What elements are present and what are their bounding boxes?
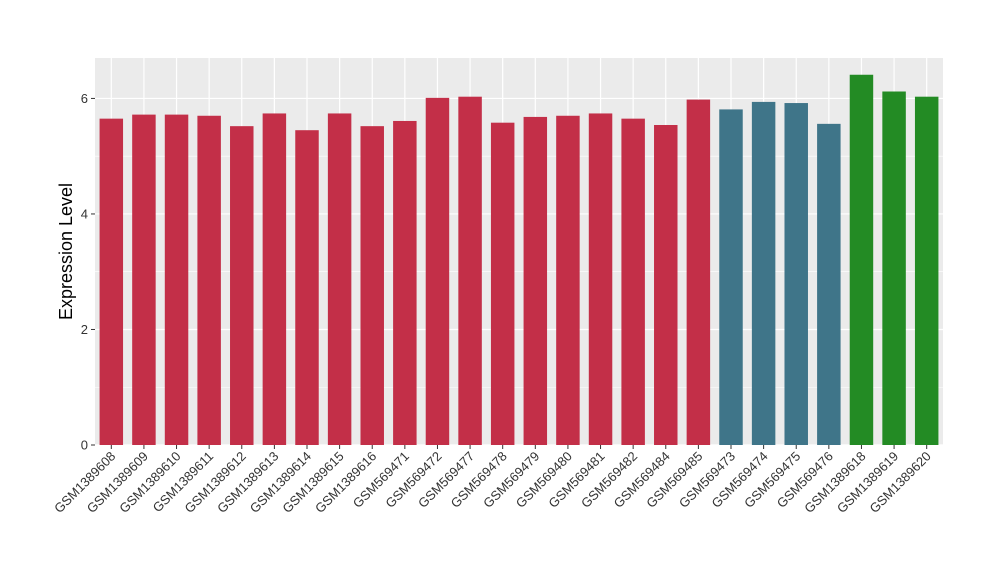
bar-GSM569471 <box>393 120 417 446</box>
bar-GSM569475 <box>784 103 808 446</box>
bar-GSM1389616 <box>360 126 384 445</box>
bar-GSM569476 <box>817 123 841 445</box>
y-tick-label: 0 <box>81 438 88 453</box>
y-tick-label: 6 <box>81 91 88 106</box>
bar-GSM569477 <box>458 96 482 445</box>
bar-GSM1389611 <box>197 115 221 445</box>
bar-GSM569480 <box>556 115 580 445</box>
bar-GSM1389618 <box>849 74 874 445</box>
bar-GSM569479 <box>523 116 548 446</box>
bar-GSM1389615 <box>327 113 352 445</box>
y-tick-label: 4 <box>81 206 88 221</box>
bar-GSM1389613 <box>262 113 287 445</box>
bar-GSM569473 <box>719 109 743 445</box>
bar-GSM569472 <box>425 97 450 446</box>
y-axis-title: Expression Level <box>56 183 76 320</box>
bar-GSM1389609 <box>132 114 156 446</box>
bar-GSM1389608 <box>99 118 124 446</box>
bar-GSM1389614 <box>295 130 319 445</box>
bar-GSM1389610 <box>164 114 189 446</box>
bar-GSM569482 <box>621 118 645 446</box>
bar-GSM1389620 <box>914 96 939 445</box>
bar-GSM569485 <box>686 99 711 445</box>
bar-GSM569481 <box>588 113 613 445</box>
bar-GSM569484 <box>654 125 678 445</box>
bar-GSM1389612 <box>230 126 254 445</box>
y-tick-label: 2 <box>81 322 88 337</box>
bar-GSM1389619 <box>882 91 906 445</box>
bar-GSM569474 <box>751 101 776 446</box>
bars <box>99 74 939 446</box>
bar-GSM569478 <box>490 122 515 445</box>
